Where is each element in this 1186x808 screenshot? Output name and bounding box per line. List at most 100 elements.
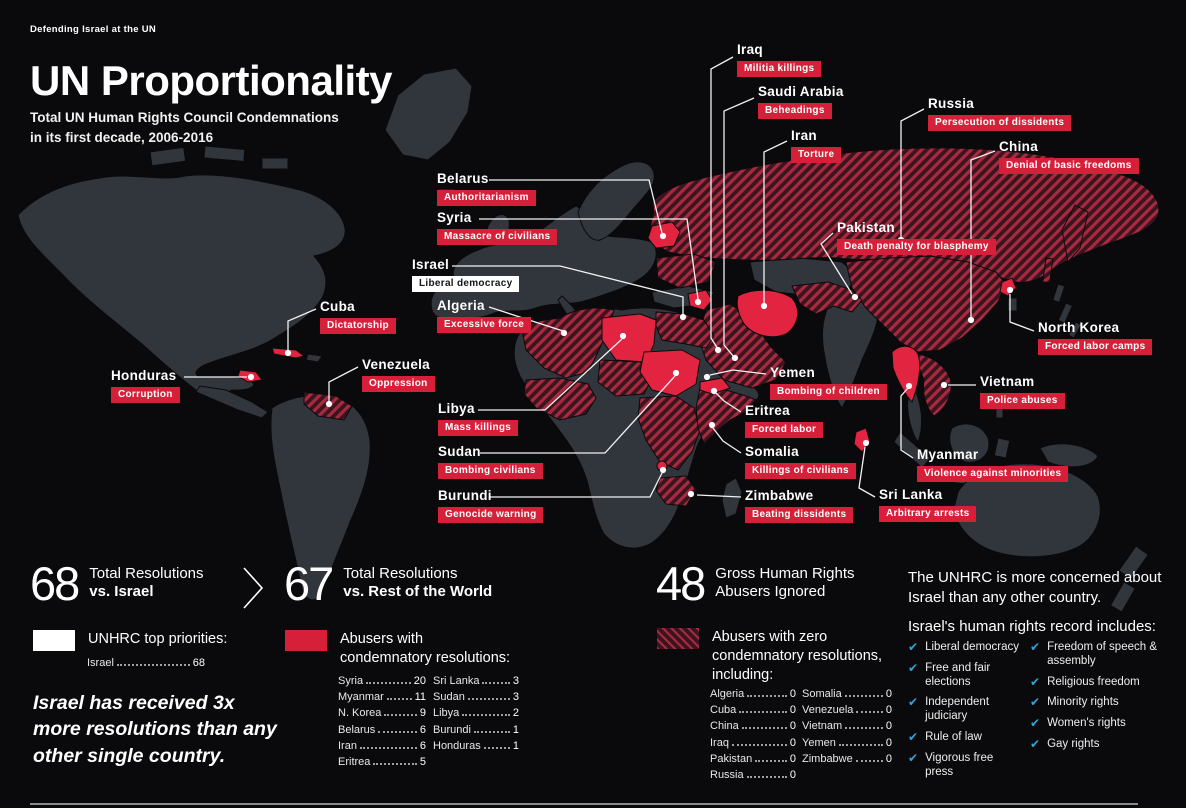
row-country: Honduras <box>433 739 481 752</box>
row-country: Syria <box>338 675 364 687</box>
row-value: 0 <box>885 704 892 717</box>
dot-leader <box>747 695 787 697</box>
map-callout-belarus: Belarus Authoritarianism <box>437 171 536 206</box>
hatch-swatch <box>657 628 699 649</box>
hatched-countries <box>303 147 1160 507</box>
chevron-separator-icon <box>243 567 264 609</box>
dot-leader <box>116 664 190 666</box>
check-icon: ✔ <box>908 750 919 765</box>
condemned-countries <box>237 221 1017 472</box>
world-count-list: Syria 20 Myanmar 11 N. Korea 9 Belarus 6 Iran 6 Er… <box>338 675 519 772</box>
rights-column-2: ✔ Freedom of speech & assembly ✔ Religious … <box>1030 640 1170 759</box>
row-value: 0 <box>885 752 892 765</box>
resolution-count-row: Sri Lanka 3 <box>433 675 519 691</box>
israel-label-line1: Total Resolutions <box>89 565 204 582</box>
map-callout-libya: Libya Mass killings <box>438 401 519 436</box>
row-value: 3 <box>512 691 519 704</box>
row-value: 20 <box>413 675 426 687</box>
dot-leader <box>467 698 510 701</box>
rights-column-1: ✔ Liberal democracy ✔ Free and fair electio… <box>908 640 1023 786</box>
check-icon: ✔ <box>1030 640 1041 654</box>
row-value: 68 <box>192 657 205 669</box>
dot-leader <box>359 746 417 749</box>
map-callout-zimbabwe: Zimbabwe Beating dissidents <box>745 488 854 523</box>
dot-leader <box>731 743 787 746</box>
map-callout-syria: Syria Massacre of civilians <box>437 210 558 245</box>
check-icon: ✔ <box>1030 695 1041 710</box>
map-callout-somalia: Somalia Killings of civilians <box>745 444 856 479</box>
rights-item: ✔ Gay rights <box>1030 736 1170 752</box>
check-icon: ✔ <box>908 640 919 654</box>
dot-leader <box>462 714 510 717</box>
resolution-count-row: Cuba 0 <box>710 704 796 720</box>
map-callout-sudan: Sudan Bombing civilians <box>438 444 543 479</box>
country-issue-tag: Forced labor <box>745 422 824 438</box>
map-callout-yemen: Yemen Bombing of children <box>770 365 887 400</box>
check-icon: ✔ <box>1030 736 1041 751</box>
country-label: Honduras <box>111 368 177 383</box>
row-value: 11 <box>414 691 426 704</box>
leader-layer <box>184 56 1035 498</box>
rights-item: ✔ Vigorous free press <box>908 750 1023 780</box>
map-callout-iran: Iran Torture <box>791 128 842 163</box>
resolution-count-row: Sudan 3 <box>433 691 519 707</box>
country-issue-tag: Authoritarianism <box>437 190 536 206</box>
dot-leader <box>384 714 417 717</box>
dot-leader <box>755 759 787 762</box>
row-value: 9 <box>419 707 426 720</box>
row-value: 1 <box>512 739 519 752</box>
country-label: Cuba <box>320 299 355 314</box>
country-issue-tag: Killings of civilians <box>745 463 856 479</box>
rights-item: ✔ Religious freedom <box>1030 675 1170 690</box>
israel-label-line2: vs. Israel <box>89 583 154 601</box>
country-issue-tag: Violence against minorities <box>917 466 1069 482</box>
row-country: Zimbabwe <box>802 752 853 765</box>
unhrc-headline: The UNHRC is more concerned about Israel… <box>908 569 1162 606</box>
map-callout-eritrea: Eritrea Forced labor <box>745 403 824 438</box>
country-issue-tag: Bombing of children <box>770 384 887 400</box>
country-issue-tag: Torture <box>791 147 842 163</box>
country-issue-tag: Genocide warning <box>438 507 544 523</box>
country-label: Sri Lanka <box>879 487 943 502</box>
rights-item-label: Vigorous free press <box>925 751 994 778</box>
row-value: 0 <box>885 736 892 749</box>
rights-item: ✔ Liberal democracy <box>908 640 1023 655</box>
country-issue-tag: Corruption <box>111 387 180 403</box>
white-swatch <box>33 630 75 651</box>
map-callout-vietnam: Vietnam Police abuses <box>980 374 1065 409</box>
world-resolution-count: 67 <box>284 557 334 610</box>
rights-item: ✔ Freedom of speech & assembly <box>1030 640 1170 669</box>
country-label: Russia <box>928 96 975 111</box>
resolution-count-row: Pakistan 0 <box>710 753 796 769</box>
row-value: 6 <box>419 739 426 752</box>
country-label: Iraq <box>737 42 763 57</box>
ignored-label-line2: Abusers Ignored <box>715 583 826 601</box>
resolution-count-row: Russia 0 <box>710 769 796 785</box>
resolution-count-row: N. Korea 9 <box>338 707 426 723</box>
row-value: 0 <box>885 720 892 733</box>
rights-item: ✔ Rule of law <box>908 730 1023 745</box>
rights-item-label: Free and fair elections <box>925 661 991 688</box>
header: Defending Israel at the UN UN Proportion… <box>30 24 393 147</box>
dot-leader <box>373 762 417 765</box>
rights-item-label: Minority rights <box>1047 696 1119 709</box>
country-label: Pakistan <box>837 220 895 235</box>
legend-israel-label: UNHRC top priorities: <box>88 631 228 647</box>
map-callout-israel: Israel Liberal democracy <box>412 257 520 292</box>
country-issue-tag: Liberal democracy <box>412 276 520 292</box>
resolution-count-row: Algeria 0 <box>710 688 796 704</box>
row-country: Venezuela <box>802 704 854 717</box>
rights-item-label: Liberal democracy <box>925 641 1020 653</box>
israel-record-subhead: Israel's human rights record includes: <box>908 618 1156 635</box>
resolution-count-row: Iran 6 <box>338 740 426 756</box>
map-callout-russia: Russia Persecution of dissidents <box>928 96 1072 131</box>
dot-leader <box>844 695 883 697</box>
row-country: China <box>710 720 739 733</box>
rights-item: ✔ Minority rights <box>1030 696 1170 710</box>
dot-leader <box>746 775 787 778</box>
legend-ignored: Abusers with zero condemnatory resolutio… <box>657 628 888 685</box>
country-label: Myanmar <box>917 447 979 462</box>
dot-leader <box>838 743 883 746</box>
resolution-count-row: Zimbabwe 0 <box>802 753 892 769</box>
